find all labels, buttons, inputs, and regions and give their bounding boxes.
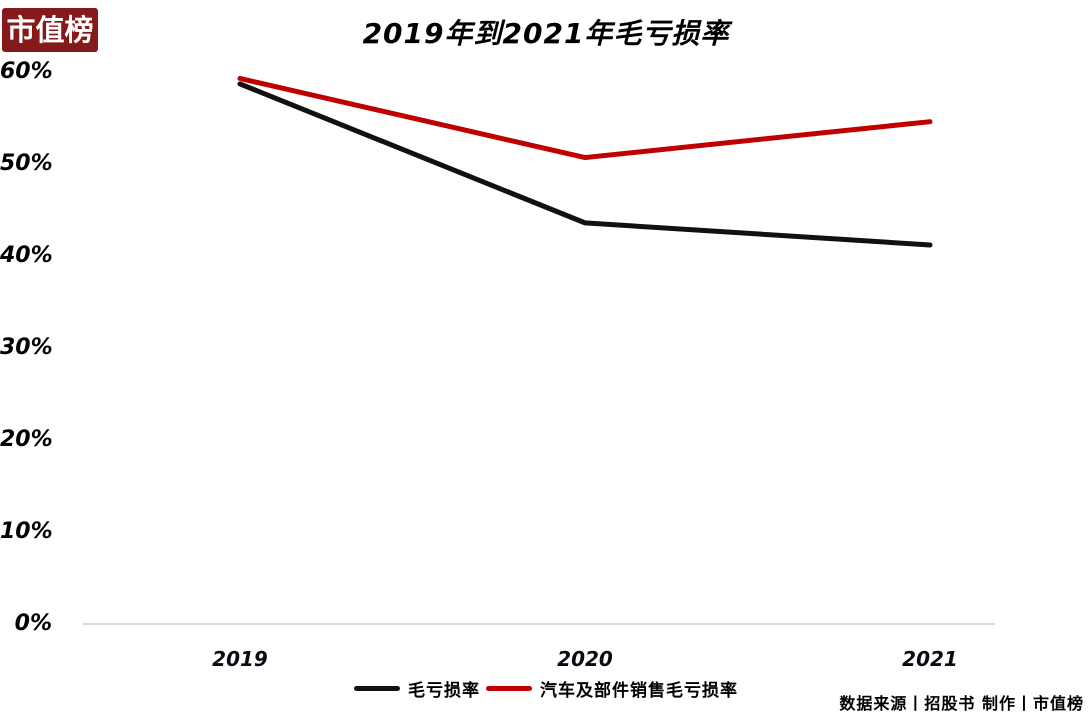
y-tick-label: 10% xyxy=(0,519,53,544)
series-line-1 xyxy=(237,75,933,161)
legend-item-0: 毛亏损率 xyxy=(354,676,480,701)
legend-label: 毛亏损率 xyxy=(408,681,480,701)
y-tick-label: 40% xyxy=(0,243,53,268)
x-tick-label: 2020 xyxy=(557,647,613,671)
x-tick-label: 2021 xyxy=(902,647,958,671)
y-tick-label: 60% xyxy=(0,59,53,84)
y-tick-label: 50% xyxy=(0,151,53,176)
x-tick-label: 2019 xyxy=(212,647,268,671)
y-tick-label: 0% xyxy=(14,611,52,636)
legend-line-swatch xyxy=(486,686,532,691)
series-line-0 xyxy=(237,81,933,248)
chart-title: 2019年到2021年毛亏损率 xyxy=(362,17,730,50)
legend-label: 汽车及部件销售毛亏损率 xyxy=(540,681,738,701)
y-tick-label: 20% xyxy=(0,427,53,452)
legend: 毛亏损率 汽车及部件销售毛亏损率 xyxy=(0,676,1092,701)
legend-line-swatch xyxy=(354,686,400,691)
brand-logo: 市值榜 xyxy=(2,8,98,52)
y-tick-label: 30% xyxy=(0,335,53,360)
source-note: 数据来源丨招股书 制作丨市值榜 xyxy=(839,694,1084,713)
legend-item-1: 汽车及部件销售毛亏损率 xyxy=(486,676,738,701)
